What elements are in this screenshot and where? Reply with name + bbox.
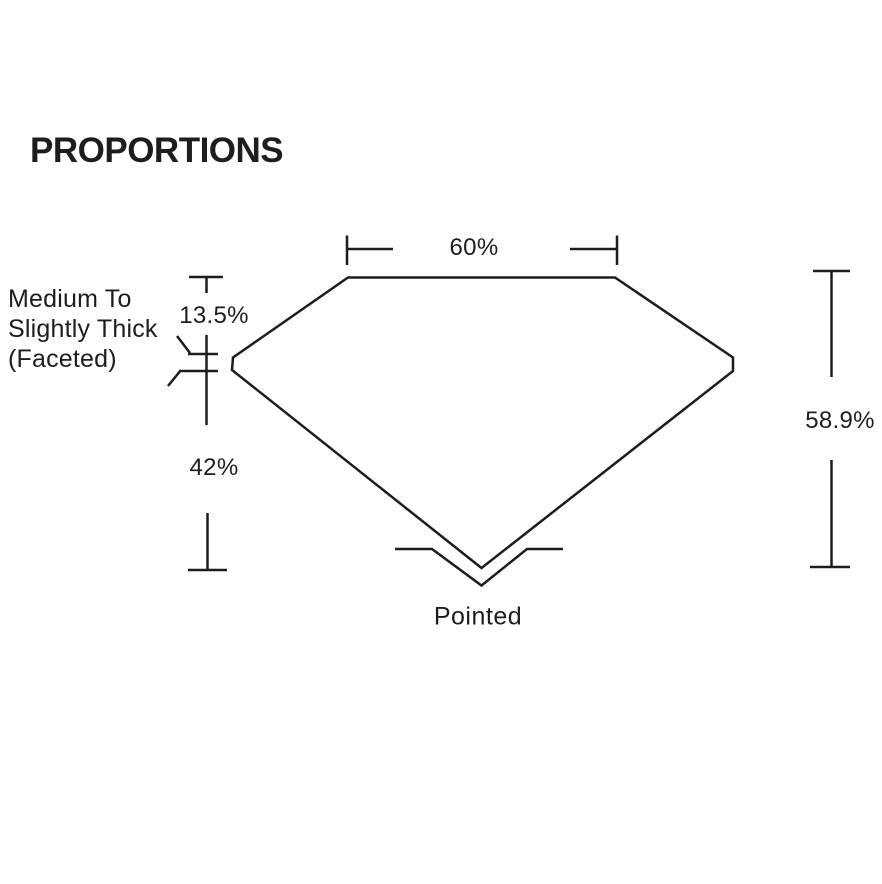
girdle-thickness-label-line2: Slightly Thick bbox=[8, 315, 158, 343]
page-title: PROPORTIONS bbox=[30, 131, 284, 170]
culet-label: Pointed bbox=[433, 602, 523, 631]
culet-marker bbox=[395, 547, 563, 588]
diamond-outline bbox=[230, 276, 735, 570]
girdle-thickness-label-line3: (Faceted) bbox=[8, 345, 117, 373]
crown-height-label: 13.5% bbox=[179, 302, 249, 329]
table-width-label: 60% bbox=[449, 234, 499, 261]
girdle-thickness-label: Medium To Slightly Thick (Faceted) bbox=[8, 284, 158, 374]
pavilion-depth-label: 42% bbox=[189, 454, 239, 481]
girdle-lower-leader bbox=[167, 369, 182, 387]
girdle-upper-leader bbox=[176, 335, 191, 354]
total-depth-label: 58.9% bbox=[805, 407, 875, 434]
girdle-thickness-label-line1: Medium To bbox=[8, 285, 132, 313]
